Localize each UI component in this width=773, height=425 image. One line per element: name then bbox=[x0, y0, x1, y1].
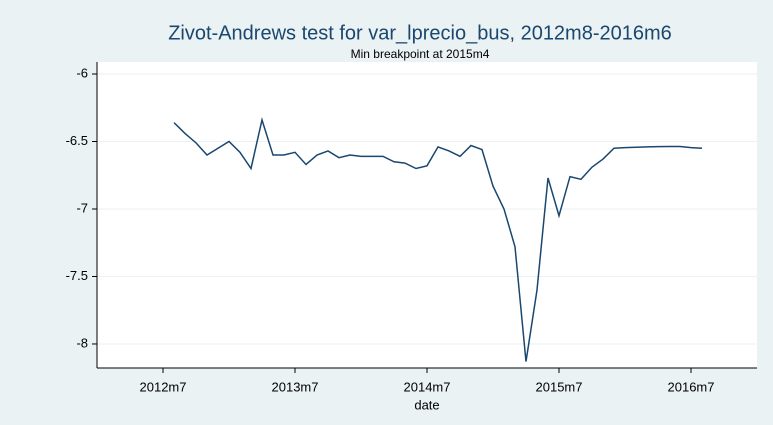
x-tick-label: 2012m7 bbox=[140, 379, 187, 394]
x-tick-label: 2013m7 bbox=[272, 379, 319, 394]
y-tick-label: -7 bbox=[76, 200, 88, 215]
chart-title: Zivot-Andrews test for var_lprecio_bus, … bbox=[168, 22, 672, 44]
x-tick-label: 2015m7 bbox=[536, 379, 583, 394]
chart-subtitle: Min breakpoint at 2015m4 bbox=[351, 47, 490, 61]
y-tick-label: -8 bbox=[76, 335, 88, 350]
plot-area bbox=[97, 62, 757, 368]
x-tick-label: 2014m7 bbox=[404, 379, 451, 394]
y-tick-label: -6 bbox=[76, 65, 88, 80]
y-tick-label: -7.5 bbox=[66, 268, 88, 283]
data-line bbox=[173, 117, 703, 362]
x-axis-label: date bbox=[414, 397, 439, 412]
y-tick-label: -6.5 bbox=[66, 133, 88, 148]
x-tick-label: 2016m7 bbox=[668, 379, 715, 394]
